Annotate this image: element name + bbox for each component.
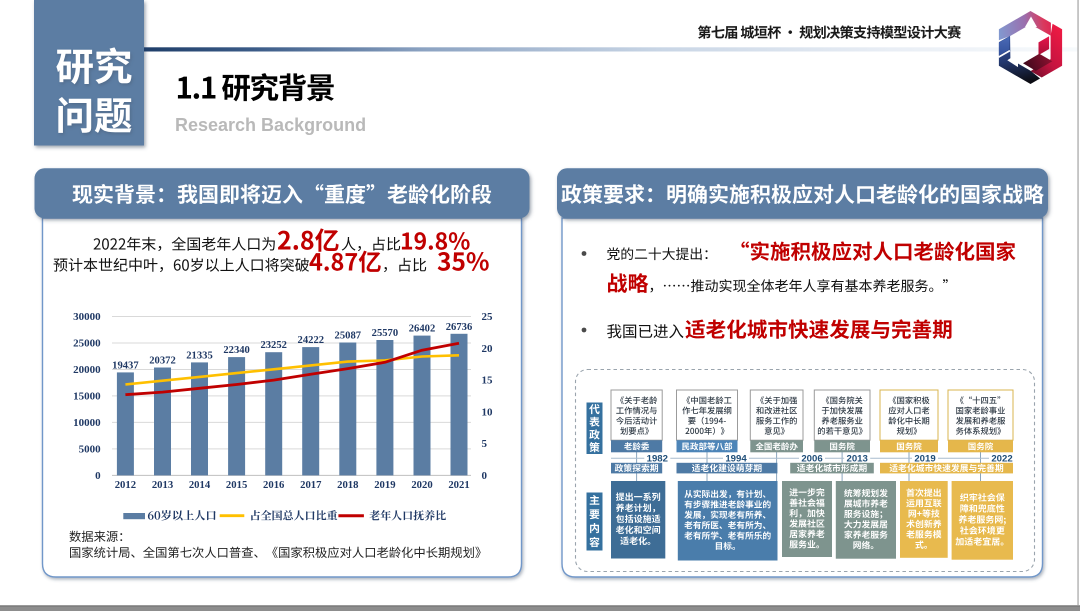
- svg-text:15: 15: [482, 375, 494, 387]
- svg-text:2016: 2016: [263, 479, 285, 491]
- svg-text:2014: 2014: [189, 479, 211, 491]
- svg-text:2020: 2020: [411, 479, 432, 491]
- svg-text:1994: 1994: [725, 453, 747, 464]
- svg-text:25087: 25087: [335, 331, 362, 342]
- svg-text:2019: 2019: [374, 479, 395, 491]
- svg-text:21335: 21335: [186, 350, 212, 361]
- svg-text:2021: 2021: [448, 479, 469, 491]
- svg-text:24222: 24222: [298, 335, 324, 346]
- svg-text:25: 25: [482, 311, 494, 323]
- svg-text:2017: 2017: [300, 479, 322, 491]
- svg-text:2006: 2006: [801, 453, 822, 464]
- svg-text:22340: 22340: [223, 345, 249, 356]
- svg-text:15000: 15000: [73, 390, 101, 402]
- svg-text:Research Background: Research Background: [175, 115, 366, 135]
- svg-text:5000: 5000: [79, 443, 102, 455]
- svg-text:0: 0: [95, 470, 101, 482]
- svg-text:25570: 25570: [372, 328, 398, 339]
- svg-text:30000: 30000: [73, 311, 101, 323]
- svg-text:0: 0: [482, 470, 488, 482]
- svg-text:2012: 2012: [115, 479, 136, 491]
- svg-text:10: 10: [482, 406, 494, 418]
- svg-text:26736: 26736: [446, 322, 472, 333]
- svg-text:5: 5: [482, 438, 488, 450]
- svg-text:2013: 2013: [152, 479, 173, 491]
- svg-text:20372: 20372: [149, 356, 175, 367]
- svg-text:2018: 2018: [337, 479, 358, 491]
- svg-text:2015: 2015: [226, 479, 247, 491]
- svg-text:2013: 2013: [847, 453, 868, 464]
- svg-text:2019: 2019: [914, 453, 935, 464]
- svg-text:19437: 19437: [112, 360, 139, 371]
- svg-text:25000: 25000: [73, 338, 101, 350]
- svg-text:23252: 23252: [260, 340, 286, 351]
- svg-text:20: 20: [482, 343, 494, 355]
- svg-text:1982: 1982: [647, 453, 668, 464]
- svg-text:20000: 20000: [73, 364, 101, 376]
- svg-text:10000: 10000: [73, 417, 101, 429]
- svg-text:26402: 26402: [409, 324, 435, 335]
- svg-text:2022: 2022: [991, 453, 1012, 464]
